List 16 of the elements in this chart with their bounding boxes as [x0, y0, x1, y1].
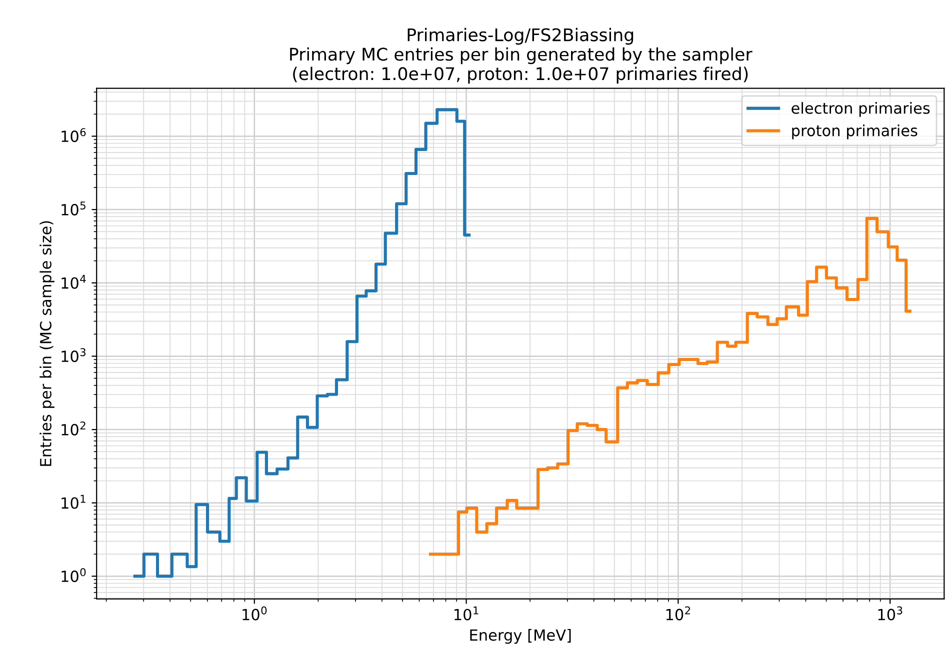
y-tick-label: 10$^{3}$	[62, 348, 86, 362]
y-tick-label: 10$^{5}$	[62, 202, 86, 216]
x-tick-label: 10$^{2}$	[666, 606, 690, 620]
x-axis-title: Energy [MeV]	[470, 628, 571, 644]
x-tick-label: 10$^{1}$	[454, 606, 478, 620]
y-tick-label: 10$^{2}$	[62, 421, 86, 436]
legend-label: proton primaries	[792, 124, 918, 140]
y-tick-label: 10$^{1}$	[62, 494, 86, 509]
y-tick-label: 10$^{6}$	[62, 128, 86, 142]
chart-title: Primaries-Log/FS2Biassing Primary MC entries per bin generated by the sampler (electron: 1.0e+07, proton: 1.0e+07 primaries fired)	[290, 28, 752, 84]
x-tick-label: 10$^{3}$	[878, 606, 902, 620]
legend-label: electron primaries	[792, 102, 930, 117]
y-tick-label: 10$^{0}$	[62, 568, 86, 582]
x-tick-label: 10$^{0}$	[242, 606, 267, 620]
y-tick-label: 10$^{4}$	[62, 274, 86, 289]
y-axis-title: Entries per bin (MC sample size)	[40, 221, 54, 466]
